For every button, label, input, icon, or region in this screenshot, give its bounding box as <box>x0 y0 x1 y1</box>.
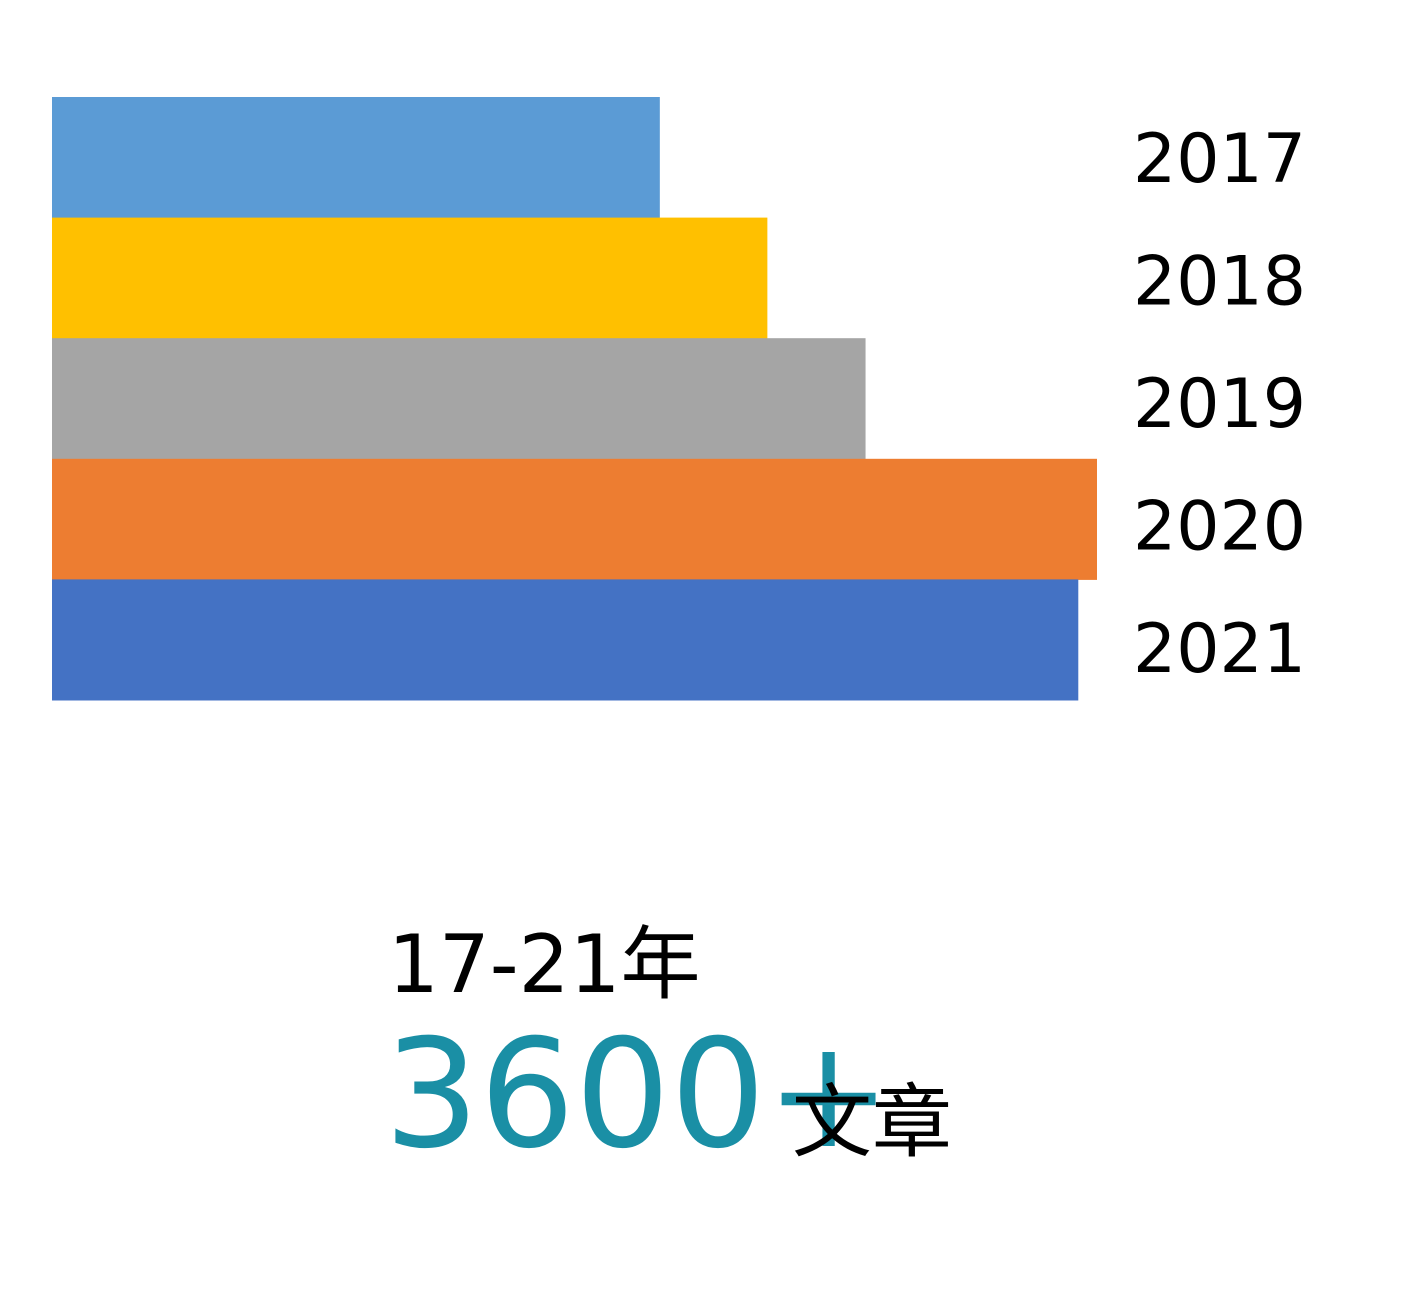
category-label: 2020 <box>1133 488 1306 567</box>
bar <box>52 217 768 339</box>
total-number: 3600+ <box>384 1008 891 1182</box>
bar <box>52 458 1097 580</box>
bar <box>52 338 866 460</box>
bar <box>52 97 660 219</box>
bar <box>52 579 1079 701</box>
category-label: 2017 <box>1133 120 1306 199</box>
category-label: 2019 <box>1133 365 1306 444</box>
category-label: 2021 <box>1133 610 1306 689</box>
category-label: 2018 <box>1133 242 1306 321</box>
subtitle: 17-21年 <box>388 918 700 1011</box>
total-unit: 文章 <box>792 1076 952 1169</box>
